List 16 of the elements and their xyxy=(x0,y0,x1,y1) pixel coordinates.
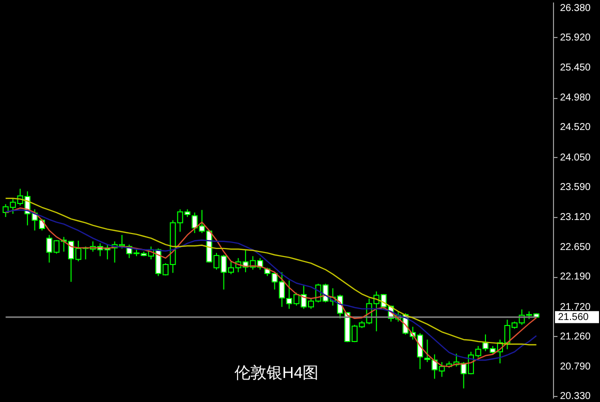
y-tick-label: 23.120 xyxy=(560,212,592,224)
y-tick-label: 25.450 xyxy=(560,62,592,74)
y-tick-label: 21.720 xyxy=(560,302,592,313)
y-tick-label: 23.590 xyxy=(560,182,592,193)
y-tick-label: 25.920 xyxy=(560,32,592,44)
y-tick-label: 22.190 xyxy=(560,272,592,283)
ref-line-label: 21.560 xyxy=(558,312,590,324)
y-tick-label: 24.520 xyxy=(560,122,592,134)
y-tick-label: 24.980 xyxy=(560,92,592,104)
y-tick-label: 20.330 xyxy=(560,391,592,402)
y-tick-label: 24.050 xyxy=(560,152,592,164)
y-tick-label: 26.380 xyxy=(560,2,592,14)
text: 伦敦银H4图 xyxy=(234,364,319,382)
y-tick-label: 22.650 xyxy=(560,242,592,254)
y-tick-label: 21.260 xyxy=(560,331,592,342)
y-tick-label: 20.790 xyxy=(560,362,592,373)
